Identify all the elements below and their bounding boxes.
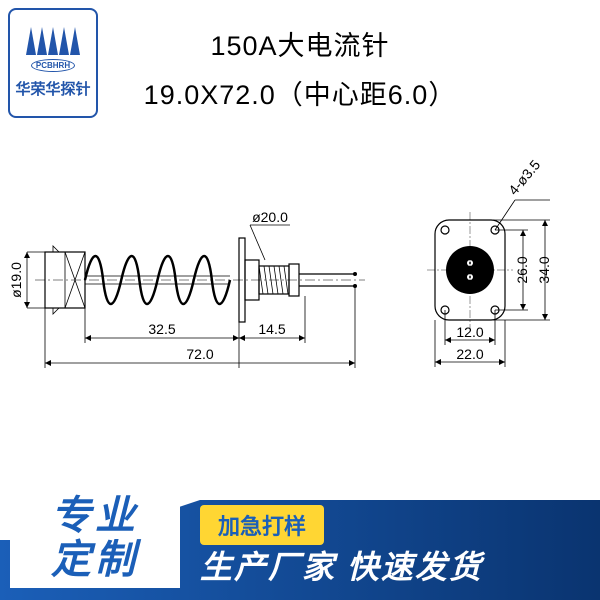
svg-text:26.0: 26.0 — [514, 256, 530, 283]
footer-tagline: 生产厂家 快速发货 — [200, 542, 483, 588]
technical-drawing: ø19.0 ø20.0 32.5 14.5 72.0 4-ø3.5 26.0 34.0 12.0… — [0, 150, 600, 450]
svg-text:12.0: 12.0 — [456, 324, 483, 340]
title-line-2: 19.0X72.0（中心距6.0） — [0, 71, 600, 120]
svg-text:32.5: 32.5 — [148, 321, 175, 337]
footer-badge-line2: 定制 — [51, 538, 139, 582]
footer-badge: 专业 定制 — [10, 478, 180, 588]
svg-text:ø19.0: ø19.0 — [8, 262, 24, 298]
svg-text:ø20.0: ø20.0 — [252, 209, 288, 225]
footer-banner: 专业 定制 加急打样 生产厂家 快速发货 — [0, 460, 600, 600]
footer-badge-line1: 专业 — [51, 494, 139, 538]
title-block: 150A大电流针 19.0X72.0（中心距6.0） — [0, 22, 600, 119]
svg-text:14.5: 14.5 — [258, 321, 285, 337]
svg-text:4-ø3.5: 4-ø3.5 — [505, 156, 543, 197]
svg-text:22.0: 22.0 — [456, 346, 483, 362]
title-line-1: 150A大电流针 — [0, 22, 600, 71]
svg-text:72.0: 72.0 — [186, 346, 213, 362]
svg-text:34.0: 34.0 — [536, 256, 552, 283]
footer-yellow-tag: 加急打样 — [200, 505, 324, 545]
